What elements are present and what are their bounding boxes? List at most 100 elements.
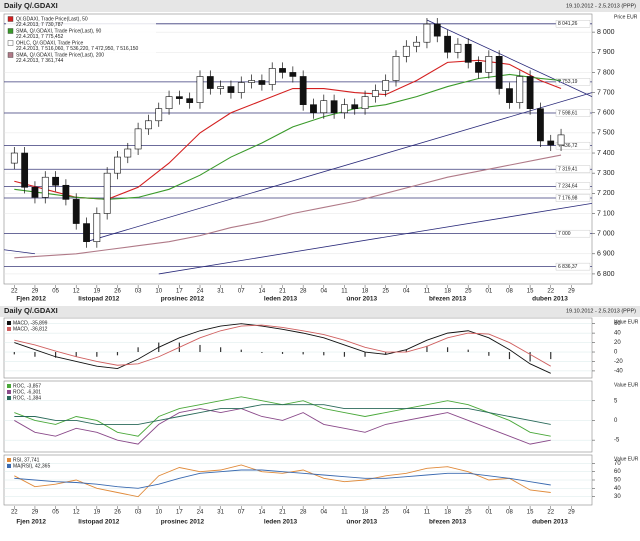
candle-body [145,120,152,130]
x-tick-label: 01 [485,289,492,295]
level-label: 7 000 [558,231,571,237]
legend-swatch [7,384,11,388]
x-tick-label: 25 [382,510,389,516]
x-tick-label: 18 [444,510,451,516]
x-tick-label: 05 [52,510,59,516]
x-tick-label: 10 [155,510,162,516]
level-label-box [555,262,591,271]
y-tick-label: 7 900 [597,49,615,56]
x-tick-label: 04 [403,510,410,516]
y-tick-label: 7 500 [597,130,615,137]
candle-body [444,35,451,53]
x-tick-label: 15 [527,289,534,295]
candle-body [41,176,49,198]
y-tick-label: 7 700 [597,89,615,96]
legend-label: SMA, Q/.GDAXI, Trade Price(Last), 200 [16,52,104,58]
month-label: únor 2013 [346,296,377,303]
candle-body [289,72,297,77]
x-tick-label: 10 [155,289,162,295]
x-tick-label: 12 [73,510,80,516]
candle-body [526,76,534,110]
x-tick-label: 28 [300,510,307,516]
x-tick-label: 22 [11,289,18,295]
x-tick-label: 18 [444,289,451,295]
month-label: prosinec 2012 [161,296,205,303]
candle-body [361,96,369,110]
candle-body [72,199,80,224]
axis-label: Value EUR [614,456,639,462]
axis-label: Value EUR [614,319,639,325]
candle-body [506,88,513,103]
month-label: leden 2013 [264,519,298,526]
x-tick-label: 21 [279,289,286,295]
x-tick-label: 08 [506,510,513,516]
candle-body [165,96,173,110]
series-line [14,324,551,367]
legend-label: Q/.GDAXI, Trade Price(Last), 50 [16,16,88,22]
y-tick-label: 7 400 [597,150,615,157]
candle-body [114,156,121,174]
y-tick-label: -40 [614,368,623,374]
candle-body [103,172,111,214]
chart-title: Daily Q/.GDAXI [4,306,58,315]
date-range: 19.10.2012 - 2.5.2013 (PPP) [566,308,636,314]
axis-label: Price EUR [614,14,638,20]
candle-body [351,104,359,110]
candle-body [93,213,101,242]
x-tick-label: 19 [93,289,100,295]
x-tick-label: 31 [217,510,224,516]
candle-body [330,100,338,114]
x-tick-label: 14 [259,289,266,295]
month-label: leden 2013 [264,296,298,303]
x-tick-label: 04 [403,289,410,295]
candle-body [206,76,214,89]
candle-body [495,56,503,89]
month-label: listopad 2012 [78,519,120,526]
x-tick-label: 18 [362,289,369,295]
month-label: prosinec 2012 [161,519,205,526]
candle-body [402,45,410,57]
legend-value: 22.4.2013, 7 730,787 [16,22,63,28]
candle-body [21,152,29,188]
candle-body [52,176,59,186]
level-label-box [555,182,591,190]
candle-body [248,80,255,83]
candle-body [382,80,390,91]
x-tick-label: 03 [135,510,142,516]
x-tick-label: 29 [32,289,39,295]
level-label-box [555,78,591,86]
x-tick-label: 03 [135,289,142,295]
candle-body [124,148,132,158]
x-tick-label: 17 [176,510,183,516]
candle-body [433,23,441,37]
plot-frame [3,317,593,379]
candle-body [320,100,328,114]
candle-body [31,186,39,198]
x-tick-label: 22 [547,289,554,295]
x-tick-label: 07 [238,510,245,516]
level-label: 6 836,37 [558,264,578,270]
x-tick-label: 28 [300,289,307,295]
y-tick-label: 40 [614,331,621,337]
candle-body [423,23,431,43]
y-tick-label: 7 000 [597,230,615,237]
x-tick-label: 26 [114,510,121,516]
y-tick-label: -5 [614,438,620,444]
level-label: 7 176,98 [558,195,578,201]
legend-box [6,15,156,65]
title-bar [0,0,640,12]
level-label: 7 753,19 [558,79,578,85]
level-label-box [555,109,591,117]
candle-body [371,90,379,97]
x-tick-label: 01 [485,510,492,516]
y-tick-label: 40 [614,486,621,492]
candle-body [547,140,555,146]
y-tick-label: 0 [614,418,618,424]
series-line [14,404,551,425]
y-tick-label: 60 [614,321,621,327]
y-tick-label: 6 900 [597,251,615,258]
candle-body [516,76,524,103]
y-tick-label: 60 [614,469,621,475]
axis-label: Value EUR [614,382,639,388]
